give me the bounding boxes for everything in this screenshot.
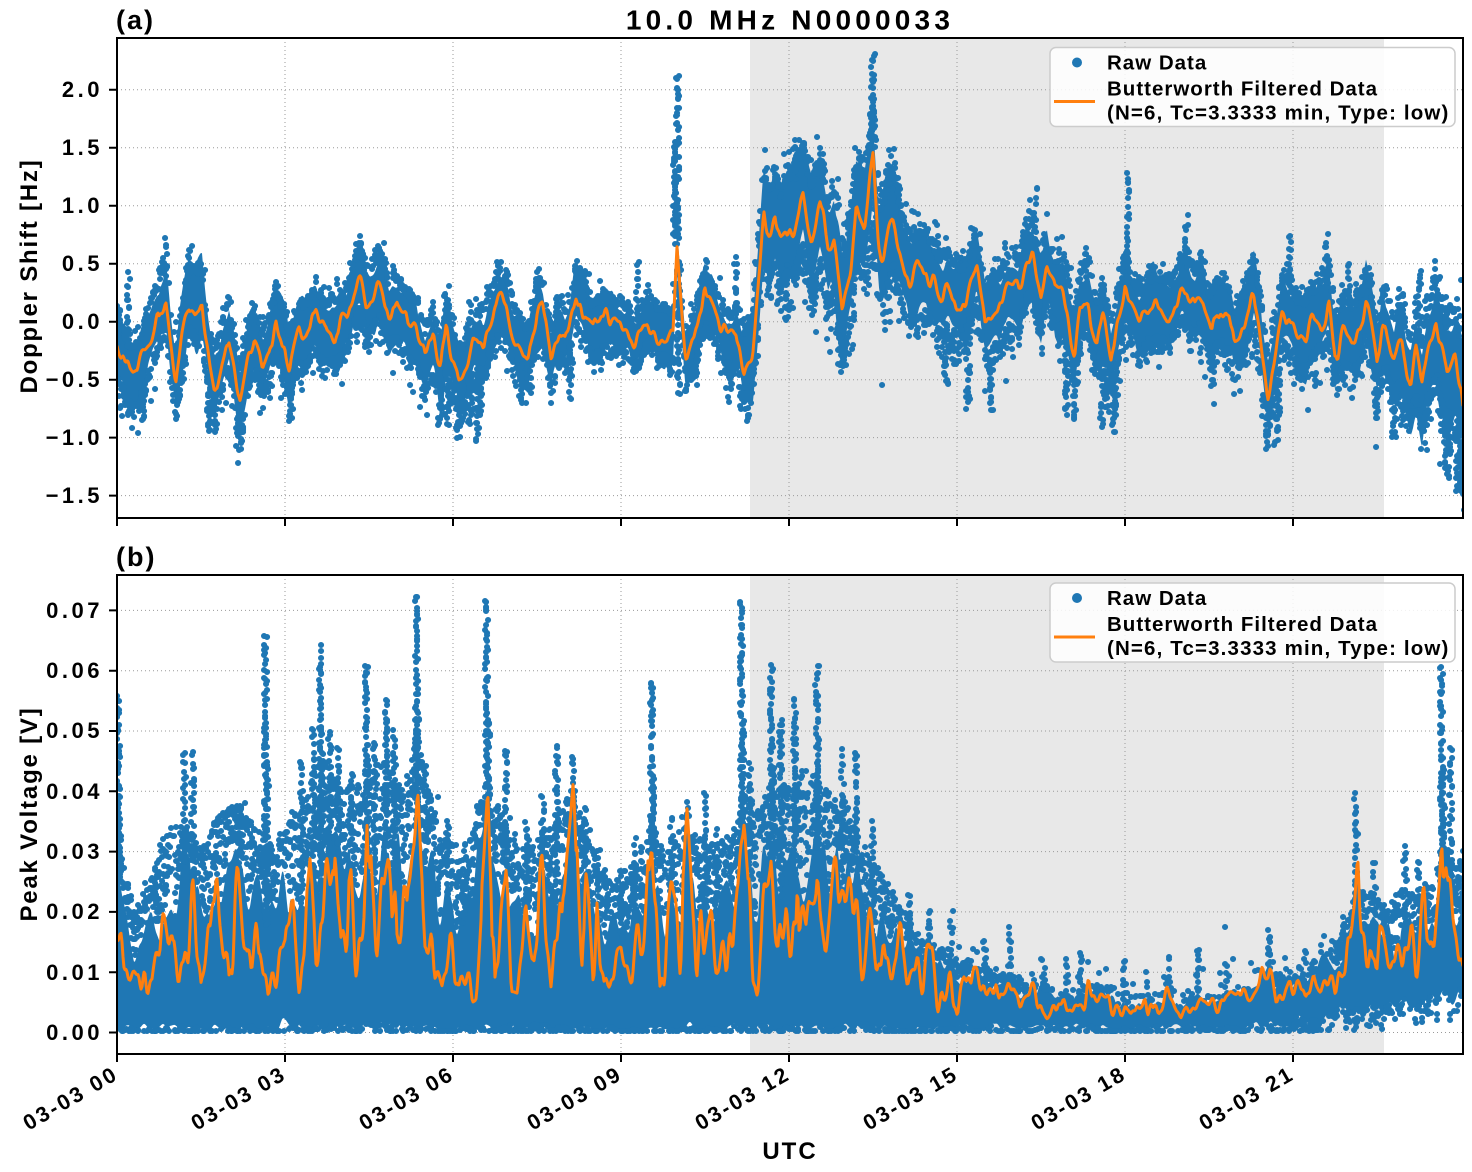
svg-text:Raw Data: Raw Data [1107, 52, 1207, 75]
svg-text:Peak Voltage [V]: Peak Voltage [V] [16, 706, 43, 921]
svg-text:Doppler Shift [Hz]: Doppler Shift [Hz] [16, 158, 43, 393]
svg-text:1.5: 1.5 [62, 135, 103, 160]
svg-text:0.07: 0.07 [46, 598, 103, 623]
svg-text:0.02: 0.02 [46, 899, 103, 924]
svg-text:(N=6, Tc=3.3333 min, Type: low: (N=6, Tc=3.3333 min, Type: low) [1107, 637, 1450, 660]
svg-text:0.00: 0.00 [46, 1020, 103, 1045]
svg-text:(a): (a) [116, 5, 155, 35]
svg-text:(N=6, Tc=3.3333 min, Type: low: (N=6, Tc=3.3333 min, Type: low) [1107, 102, 1450, 125]
svg-text:UTC: UTC [762, 1138, 817, 1165]
svg-text:−1.5: −1.5 [46, 483, 103, 508]
svg-text:(b): (b) [116, 542, 156, 572]
svg-text:0.04: 0.04 [46, 779, 103, 804]
svg-text:0.0: 0.0 [62, 309, 103, 334]
svg-text:2.0: 2.0 [62, 77, 103, 102]
svg-text:Raw Data: Raw Data [1107, 587, 1207, 610]
svg-text:1.0: 1.0 [62, 193, 103, 218]
svg-text:Butterworth Filtered Data: Butterworth Filtered Data [1107, 613, 1378, 636]
svg-text:0.05: 0.05 [46, 718, 103, 743]
svg-text:0.01: 0.01 [46, 960, 103, 985]
svg-text:0.06: 0.06 [46, 658, 103, 683]
svg-text:−1.0: −1.0 [46, 425, 103, 450]
svg-text:−0.5: −0.5 [46, 367, 103, 392]
svg-text:0.03: 0.03 [46, 839, 103, 864]
svg-text:10.0 MHz N0000033: 10.0 MHz N0000033 [626, 5, 954, 36]
svg-text:Butterworth Filtered Data: Butterworth Filtered Data [1107, 78, 1378, 101]
svg-text:0.5: 0.5 [62, 251, 103, 276]
